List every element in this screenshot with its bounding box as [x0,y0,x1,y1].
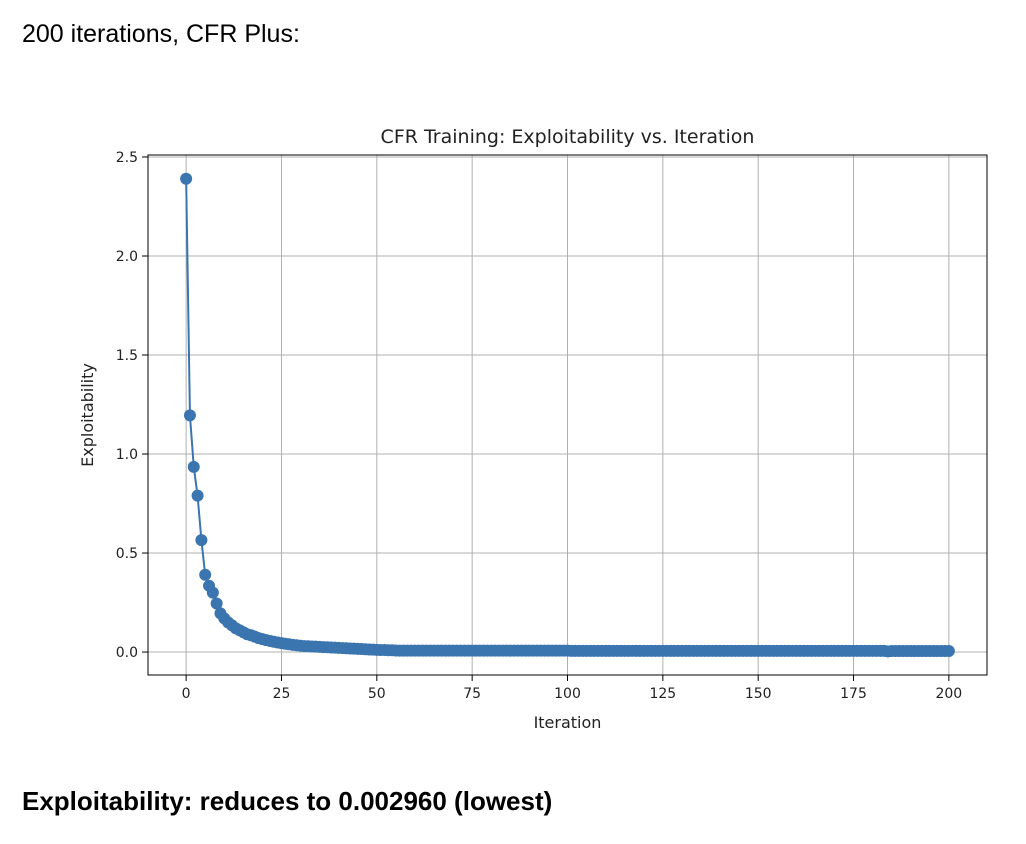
x-tick-label: 200 [935,686,962,702]
y-tick-label: 1.0 [116,447,138,463]
heading: 200 iterations, CFR Plus: [22,20,300,48]
point [210,597,223,610]
point [191,489,204,502]
x-tick-label: 175 [840,686,867,702]
plot-frame [147,154,988,676]
point [195,534,208,547]
chart-title: CFR Training: Exploitability vs. Iterati… [381,126,755,148]
point [942,645,955,658]
x-axis-label: Iteration [534,713,602,732]
point [206,586,219,599]
y-tick-label: 2.5 [116,150,138,166]
y-tick-label: 0.0 [116,645,138,661]
x-tick-label: 50 [368,686,386,702]
y-tick-label: 1.5 [116,348,138,364]
point [180,172,193,185]
y-axis-label: Exploitability [78,363,97,467]
point [199,568,212,581]
x-tick-label: 100 [554,686,581,702]
caption: Exploitability: reduces to 0.002960 (low… [22,786,553,816]
y-tick-label: 0.5 [116,546,138,562]
point [187,460,200,473]
x-tick-label: 150 [745,686,772,702]
x-tick-label: 25 [273,686,291,702]
point [183,409,196,422]
y-tick-label: 2.0 [116,249,138,265]
x-tick-label: 75 [463,686,481,702]
x-tick-label: 0 [182,686,191,702]
x-tick-label: 125 [649,686,676,702]
